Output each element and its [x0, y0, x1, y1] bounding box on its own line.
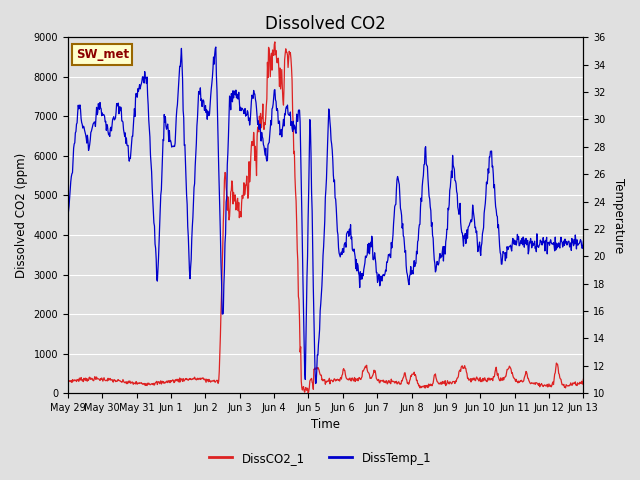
Text: SW_met: SW_met	[76, 48, 129, 61]
Legend: DissCO2_1, DissTemp_1: DissCO2_1, DissTemp_1	[204, 447, 436, 469]
X-axis label: Time: Time	[311, 419, 340, 432]
Y-axis label: Temperature: Temperature	[612, 178, 625, 253]
Title: Dissolved CO2: Dissolved CO2	[265, 15, 386, 33]
Y-axis label: Dissolved CO2 (ppm): Dissolved CO2 (ppm)	[15, 153, 28, 278]
